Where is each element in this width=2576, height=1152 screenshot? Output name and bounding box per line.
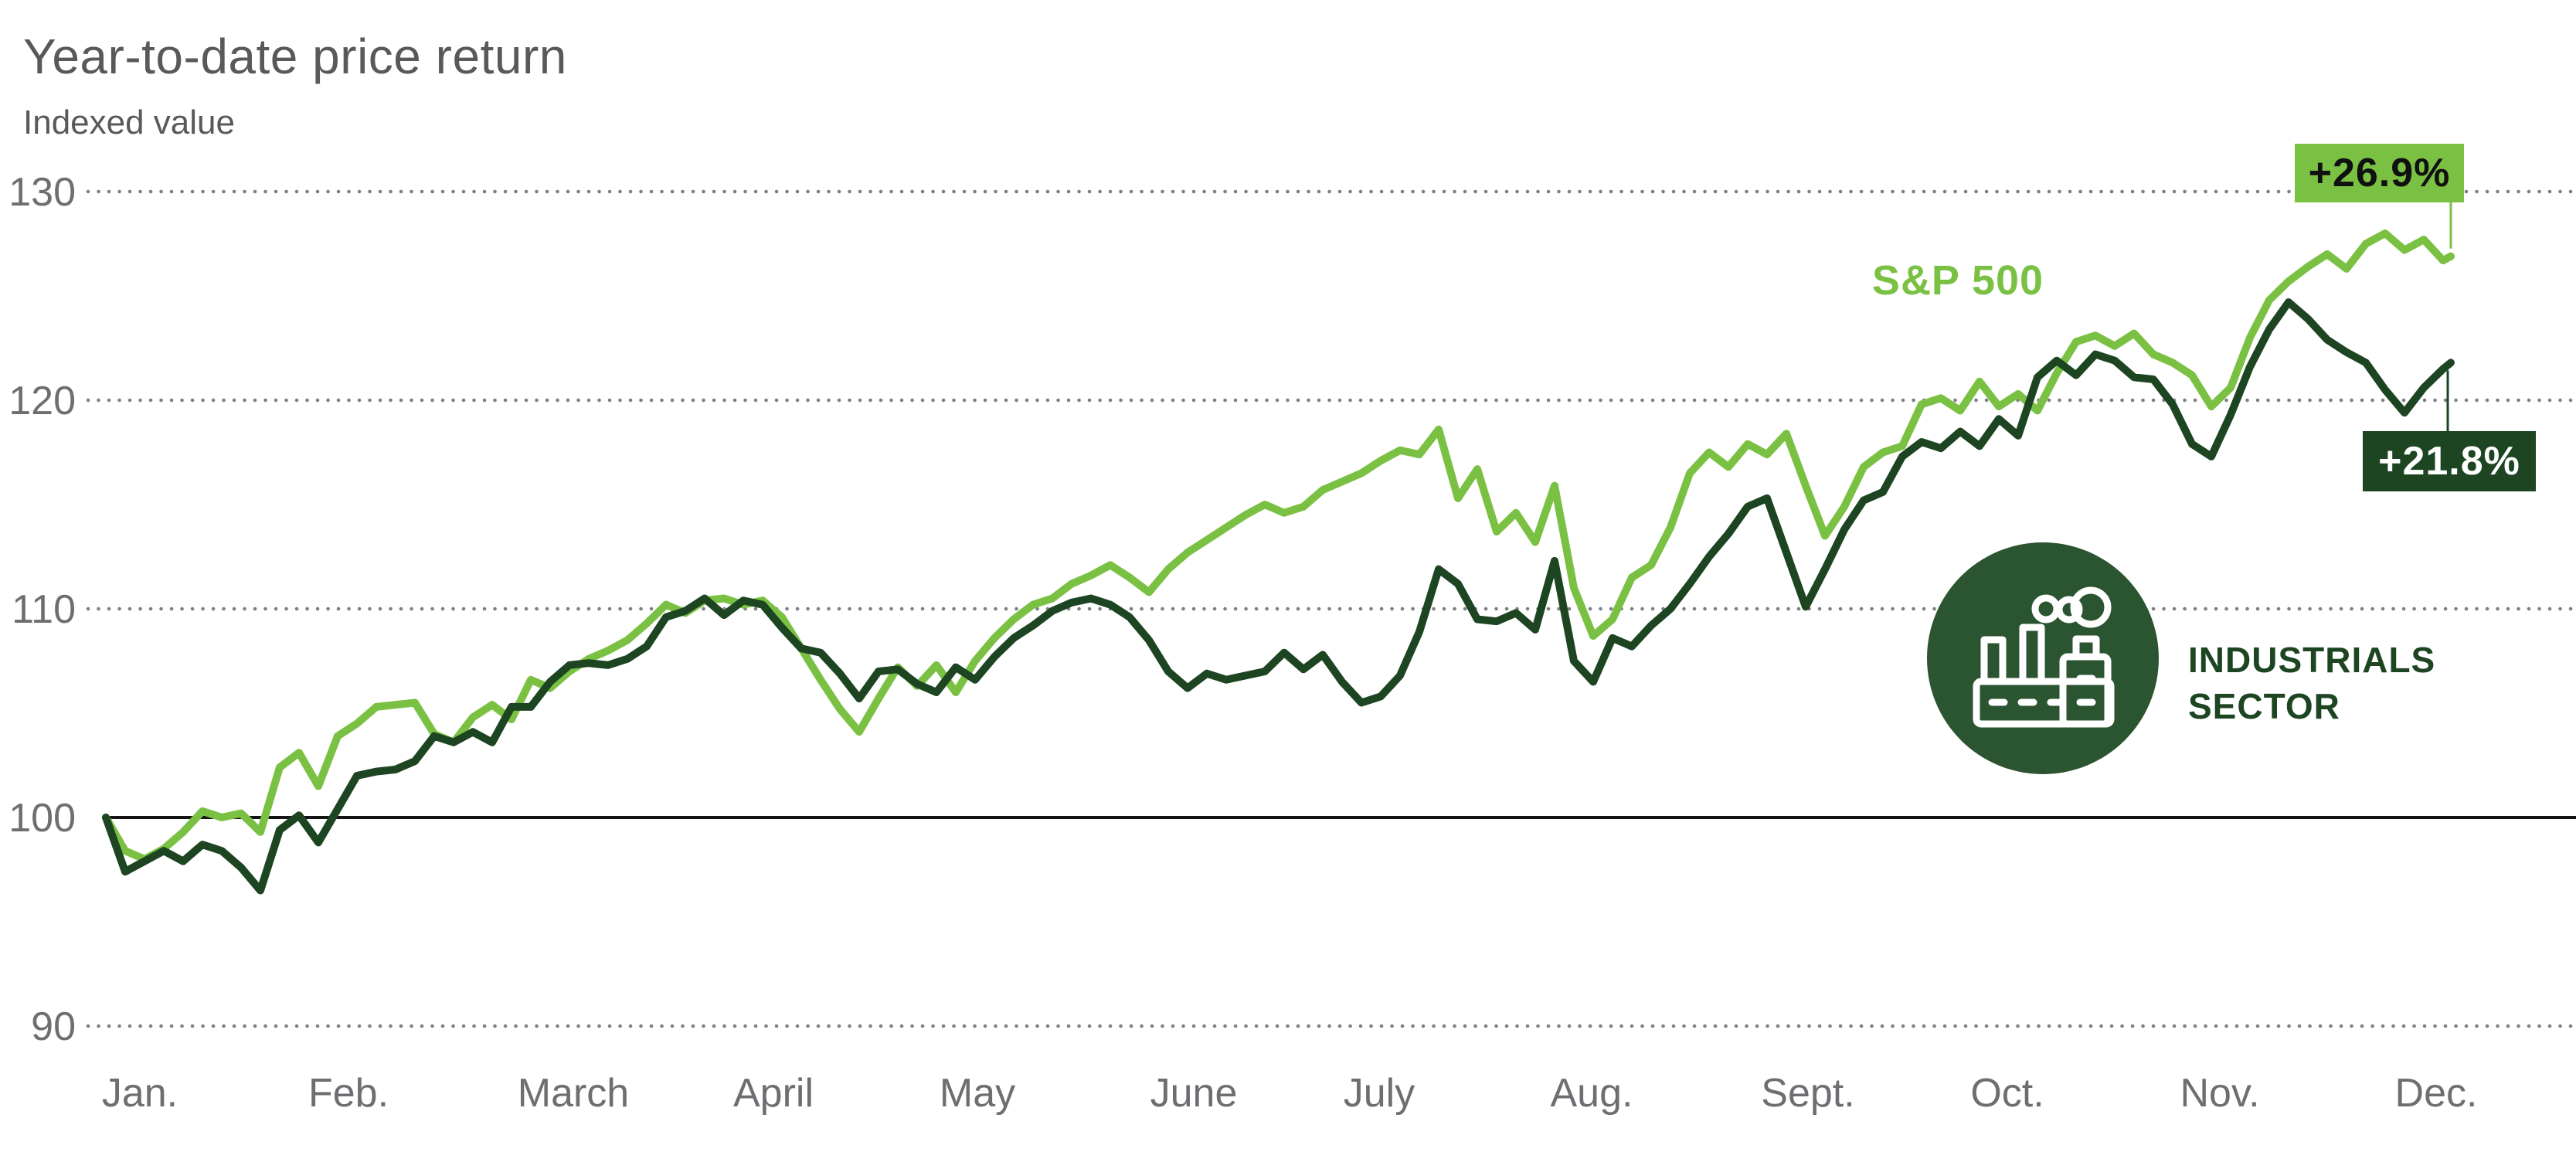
sp500-line <box>102 229 2455 863</box>
x-axis-label-Nov: Nov. <box>2180 1071 2259 1116</box>
y-axis-label-120: 120 <box>8 379 76 423</box>
sp500-series-label: S&P 500 <box>1871 257 2044 304</box>
sp500-return-callout: +26.9% <box>2295 144 2464 202</box>
industrials-return-value: +21.8% <box>2378 439 2520 484</box>
x-axis-label-July: July <box>1344 1071 1415 1116</box>
y-axis-label-90: 90 <box>31 1004 76 1049</box>
x-axis-label-Dec: Dec. <box>2395 1071 2478 1116</box>
x-axis-label-Aug: Aug. <box>1551 1071 1633 1116</box>
x-axis-label-Jan: Jan. <box>102 1071 178 1116</box>
x-axis-label-April: April <box>733 1071 814 1116</box>
industrials-line <box>102 298 2455 895</box>
badge-label-line1: INDUSTRIALS <box>2188 640 2436 680</box>
x-axis-label-Feb: Feb. <box>308 1071 389 1116</box>
badge-label-line2: SECTOR <box>2188 686 2340 726</box>
page-title: Year-to-date price return <box>23 29 567 84</box>
x-axis-label-Oct: Oct. <box>1970 1071 2044 1116</box>
x-axis-label-June: June <box>1150 1071 1238 1116</box>
x-axis-label-Sept: Sept. <box>1761 1071 1854 1116</box>
x-axis-label-May: May <box>940 1071 1015 1116</box>
industrials-return-callout: +21.8% <box>2363 431 2536 491</box>
y-axis-label-130: 130 <box>8 170 76 215</box>
factory-icon <box>1973 586 2115 728</box>
y-axis-label-100: 100 <box>8 796 76 841</box>
industrials-sector-badge-label: INDUSTRIALS SECTOR <box>2188 637 2435 729</box>
x-axis-label-March: March <box>518 1071 629 1116</box>
sp500-return-value: +26.9% <box>2308 151 2451 195</box>
y-axis-title: Indexed value <box>23 104 235 141</box>
y-axis-label-110: 110 <box>12 587 76 632</box>
